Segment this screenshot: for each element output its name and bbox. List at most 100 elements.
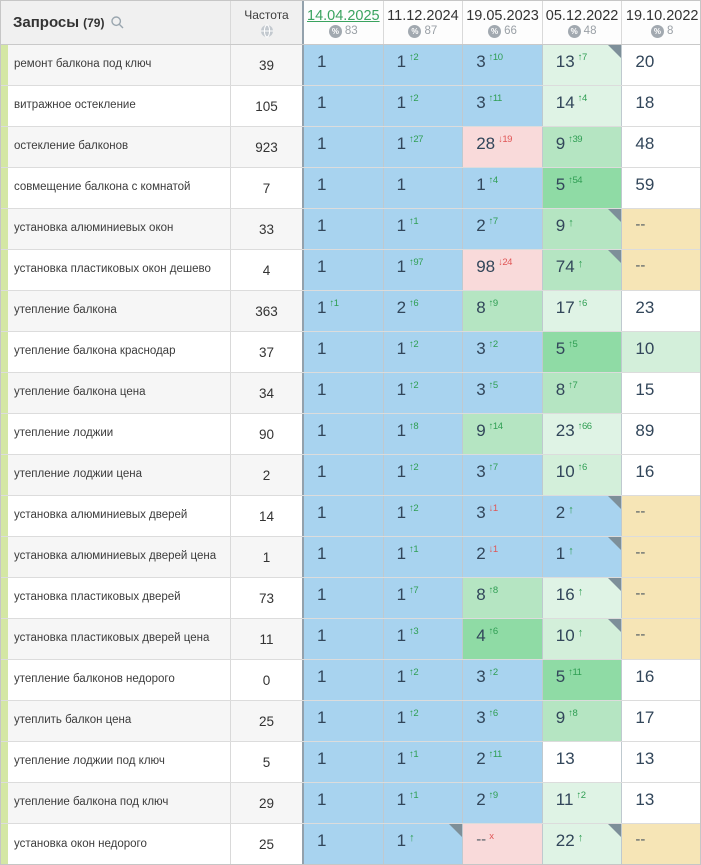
position-cell[interactable]: -- xyxy=(622,824,700,864)
position-cell[interactable]: 1 xyxy=(304,127,384,167)
position-cell[interactable]: 1 xyxy=(304,619,384,659)
date-column-header[interactable]: 19.10.2022 % 8 xyxy=(622,1,700,44)
position-cell[interactable]: 1 xyxy=(304,660,384,700)
position-cell[interactable]: 16 ↑ xyxy=(542,578,623,618)
date-column-header[interactable]: 05.12.2022 % 48 xyxy=(542,1,623,44)
position-cell[interactable]: 10 ↑6 xyxy=(542,455,623,495)
position-cell[interactable]: 13 xyxy=(622,783,700,823)
position-cell[interactable]: 9 ↑39 xyxy=(542,127,623,167)
position-cell[interactable]: 2 ↑11 xyxy=(463,742,543,782)
position-cell[interactable]: 18 xyxy=(622,86,700,126)
position-cell[interactable]: 1 xyxy=(304,537,384,577)
position-cell[interactable]: 13 ↑7 xyxy=(542,45,623,85)
position-cell[interactable]: 1 ↑2 xyxy=(383,332,464,372)
position-cell[interactable]: 1 xyxy=(304,578,384,618)
position-cell[interactable]: 17 xyxy=(622,701,700,741)
keyword-cell[interactable]: установка пластиковых окон дешево xyxy=(1,250,231,290)
position-cell[interactable]: 1 xyxy=(304,742,384,782)
position-cell[interactable]: 1 xyxy=(304,824,384,864)
position-cell[interactable]: 1 xyxy=(304,168,384,208)
keyword-cell[interactable]: утепление лоджии под ключ xyxy=(1,742,231,782)
position-cell[interactable]: 1 xyxy=(304,373,384,413)
position-cell[interactable]: 1 xyxy=(383,168,464,208)
date-column-header[interactable]: 19.05.2023 % 66 xyxy=(463,1,543,44)
keyword-cell[interactable]: утеплить балкон цена xyxy=(1,701,231,741)
position-cell[interactable]: -- xyxy=(622,209,700,249)
position-cell[interactable]: 14 ↑4 xyxy=(542,86,623,126)
position-cell[interactable]: 59 xyxy=(622,168,700,208)
date-link[interactable]: 05.12.2022 xyxy=(545,7,619,24)
position-cell[interactable]: 9 ↑14 xyxy=(463,414,543,454)
position-cell[interactable]: 1 ↑97 xyxy=(383,250,464,290)
position-cell[interactable]: 22 ↑ xyxy=(542,824,623,864)
position-cell[interactable]: 16 xyxy=(622,455,700,495)
date-link[interactable]: 14.04.2025 xyxy=(307,7,380,24)
position-cell[interactable]: 1 ↑2 xyxy=(383,86,464,126)
position-cell[interactable]: 1 ↑7 xyxy=(383,578,464,618)
keyword-cell[interactable]: ремонт балкона под ключ xyxy=(1,45,231,85)
position-cell[interactable]: 1 ↑1 xyxy=(383,742,464,782)
position-cell[interactable]: -- xyxy=(622,496,700,536)
position-cell[interactable]: 13 xyxy=(622,742,700,782)
position-cell[interactable]: 1 xyxy=(304,783,384,823)
position-cell[interactable]: 3 ↑6 xyxy=(463,701,543,741)
position-cell[interactable]: 1 xyxy=(304,701,384,741)
date-link[interactable]: 19.10.2022 xyxy=(625,7,699,24)
position-cell[interactable]: 2 ↑ xyxy=(542,496,623,536)
keyword-cell[interactable]: утепление лоджии цена xyxy=(1,455,231,495)
position-cell[interactable]: 3 ↑2 xyxy=(463,660,543,700)
position-cell[interactable]: 15 xyxy=(622,373,700,413)
position-cell[interactable]: 28 ↓19 xyxy=(463,127,543,167)
date-column-header[interactable]: 14.04.2025 % 83 xyxy=(304,1,384,44)
position-cell[interactable]: 2 ↓1 xyxy=(463,537,543,577)
position-cell[interactable]: 3 ↓1 xyxy=(463,496,543,536)
keyword-cell[interactable]: установка алюминиевых дверей цена xyxy=(1,537,231,577)
position-cell[interactable]: 3 ↑7 xyxy=(463,455,543,495)
keyword-cell[interactable]: установка окон недорого xyxy=(1,824,231,864)
date-link[interactable]: 11.12.2024 xyxy=(387,7,459,24)
position-cell[interactable]: 1 ↑1 xyxy=(383,209,464,249)
position-cell[interactable]: 1 xyxy=(304,455,384,495)
keyword-cell[interactable]: установка алюминиевых дверей xyxy=(1,496,231,536)
position-cell[interactable]: 1 ↑3 xyxy=(383,619,464,659)
position-cell[interactable]: 1 xyxy=(304,332,384,372)
position-cell[interactable]: 1 xyxy=(304,209,384,249)
position-cell[interactable]: 48 xyxy=(622,127,700,167)
keyword-cell[interactable]: утепление лоджии xyxy=(1,414,231,454)
position-cell[interactable]: 1 xyxy=(304,250,384,290)
position-cell[interactable]: 1 ↑2 xyxy=(383,373,464,413)
position-cell[interactable]: 8 ↑9 xyxy=(463,291,543,331)
keyword-cell[interactable]: установка алюминиевых окон xyxy=(1,209,231,249)
position-cell[interactable]: 17 ↑6 xyxy=(542,291,623,331)
position-cell[interactable]: 10 xyxy=(622,332,700,372)
position-cell[interactable]: 4 ↑6 xyxy=(463,619,543,659)
search-icon[interactable] xyxy=(110,15,125,30)
keyword-cell[interactable]: остекление балконов xyxy=(1,127,231,167)
position-cell[interactable]: 1 ↑2 xyxy=(383,660,464,700)
position-cell[interactable]: 1 xyxy=(304,414,384,454)
position-cell[interactable]: 1 ↑8 xyxy=(383,414,464,454)
position-cell[interactable]: 11 ↑2 xyxy=(542,783,623,823)
keyword-cell[interactable]: утепление балкона xyxy=(1,291,231,331)
position-cell[interactable]: 3 ↑10 xyxy=(463,45,543,85)
date-column-header[interactable]: 11.12.2024 % 87 xyxy=(383,1,464,44)
position-cell[interactable]: 23 ↑66 xyxy=(542,414,623,454)
position-cell[interactable]: 2 ↑7 xyxy=(463,209,543,249)
position-cell[interactable]: 16 xyxy=(622,660,700,700)
position-cell[interactable]: 89 xyxy=(622,414,700,454)
position-cell[interactable]: -- x xyxy=(463,824,543,864)
position-cell[interactable]: 1 ↑2 xyxy=(383,701,464,741)
keyword-cell[interactable]: утепление балкона под ключ xyxy=(1,783,231,823)
position-cell[interactable]: 3 ↑5 xyxy=(463,373,543,413)
position-cell[interactable]: 9 ↑ xyxy=(542,209,623,249)
position-cell[interactable]: 3 ↑11 xyxy=(463,86,543,126)
position-cell[interactable]: 8 ↑7 xyxy=(542,373,623,413)
position-cell[interactable]: 1 ↑ xyxy=(542,537,623,577)
position-cell[interactable]: -- xyxy=(622,537,700,577)
position-cell[interactable]: 1 xyxy=(304,86,384,126)
keyword-cell[interactable]: совмещение балкона с комнатой xyxy=(1,168,231,208)
position-cell[interactable]: 9 ↑8 xyxy=(542,701,623,741)
position-cell[interactable]: 98 ↓24 xyxy=(463,250,543,290)
keyword-cell[interactable]: утепление балкона краснодар xyxy=(1,332,231,372)
keyword-cell[interactable]: установка пластиковых дверей xyxy=(1,578,231,618)
